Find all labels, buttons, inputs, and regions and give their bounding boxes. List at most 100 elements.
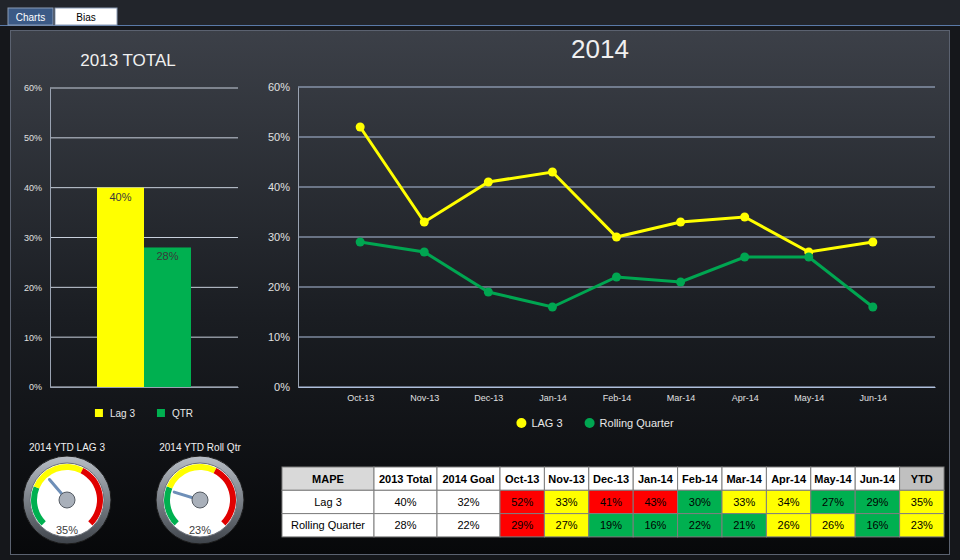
table-cell (633, 514, 677, 537)
table-cell-text: 26% (778, 519, 800, 531)
legend: LAG 3 Rolling Quarter (516, 417, 674, 429)
tab[interactable]: Charts (8, 8, 53, 25)
panel (11, 31, 950, 555)
table-cell-text: 34% (778, 496, 800, 508)
table-header-text: Nov-13 (548, 473, 585, 485)
x-tick: Apr-14 (732, 387, 759, 403)
table-cell-text: 19% (600, 519, 622, 531)
gauge-title: 2014 YTD LAG 3 (29, 442, 105, 453)
point (676, 218, 685, 227)
y-tick: 10% (24, 333, 50, 343)
x-axis-line (51, 387, 239, 388)
table-cell (811, 490, 855, 513)
page-background (0, 0, 960, 560)
table-cell (811, 467, 855, 490)
grid-line (298, 137, 935, 138)
plot-area (97, 188, 191, 387)
table-cell-text: 52% (511, 496, 533, 508)
grid-line (298, 287, 935, 288)
y-tick: 60% (24, 83, 50, 93)
table-cell (589, 467, 633, 490)
table-cell (900, 514, 944, 537)
point (356, 123, 365, 132)
table-cell (678, 467, 722, 490)
table-cell-text: 35% (911, 496, 933, 508)
point (420, 218, 429, 227)
grid-line (298, 387, 935, 388)
table-cell (500, 514, 544, 537)
table-cell-text: 23% (911, 519, 933, 531)
table-cell-text: 32% (457, 496, 479, 508)
point (548, 303, 557, 312)
tab-background[interactable] (55, 8, 117, 25)
table-header-text: Apr-14 (771, 473, 807, 485)
gauge-value-label: 35% (56, 524, 78, 536)
y-tick-label: 60% (268, 81, 290, 93)
legend-item: Rolling Quarter (585, 417, 674, 429)
table-header-text: Jan-14 (638, 473, 674, 485)
legend-item: QTR (157, 408, 193, 419)
x-tick: Jan-14 (539, 387, 567, 403)
x-tick-label: Nov-13 (410, 393, 439, 403)
gauge: 23% (156, 456, 244, 544)
legend-label: QTR (172, 408, 193, 419)
bar (144, 247, 191, 387)
grid-line (50, 137, 238, 138)
tab-bar-line (0, 25, 960, 26)
table-cell-text: 43% (644, 496, 666, 508)
table-cell (633, 467, 677, 490)
table-cell (544, 514, 588, 537)
y-tick: 10% (268, 331, 298, 343)
point (804, 253, 813, 262)
point (548, 168, 557, 177)
tab-background[interactable] (8, 8, 53, 25)
legend-label: Rolling Quarter (600, 417, 674, 429)
legend-label: LAG 3 (531, 417, 562, 429)
table-cell (282, 514, 374, 537)
y-tick-label: 40% (24, 183, 42, 193)
grid-line (298, 87, 935, 88)
table-cell (678, 514, 722, 537)
table-cell-text: 41% (600, 496, 622, 508)
x-tick-label: May-14 (794, 393, 824, 403)
x-tick: Nov-13 (410, 387, 439, 403)
table-cell-text: 16% (644, 519, 666, 531)
table-cell (722, 467, 766, 490)
table-cell-text: 22% (689, 519, 711, 531)
table-cell (766, 514, 810, 537)
point (420, 248, 429, 257)
table-cell (855, 514, 899, 537)
dashboard: ChartsBias2013 TOTAL0%10%20%30%40%50%60%… (0, 0, 960, 560)
gauge-band (214, 468, 236, 526)
gauge-rim (156, 456, 244, 544)
gauge-rim (23, 456, 111, 544)
y-tick-label: 30% (24, 233, 42, 243)
y-tick: 20% (24, 283, 50, 293)
table-cell (544, 467, 588, 490)
legend-item: LAG 3 (516, 417, 562, 429)
point (676, 278, 685, 287)
y-tick-label: 60% (24, 83, 42, 93)
y-axis-line (50, 89, 51, 388)
series-line (360, 242, 873, 307)
y-axis: 0%10%20%30%40%50%60% (268, 81, 299, 393)
tab[interactable]: Bias (55, 8, 117, 25)
y-axis-line (298, 88, 299, 388)
x-axis-line (299, 387, 936, 388)
y-axis: 0%10%20%30%40%50%60% (24, 83, 51, 392)
tab-label[interactable]: Bias (76, 12, 95, 23)
tab-label[interactable]: Charts (16, 12, 45, 23)
data-labels: 40%28% (109, 191, 178, 263)
point (868, 303, 877, 312)
bar (97, 188, 144, 387)
table-cell (722, 514, 766, 537)
y-tick: 50% (24, 133, 50, 143)
table-header-text: Jun-14 (860, 473, 896, 485)
table: MAPE2013 Total2014 GoalOct-13Nov-13Dec-1… (282, 467, 944, 537)
y-tick-label: 20% (268, 281, 290, 293)
y-tick-label: 10% (268, 331, 290, 343)
legend-symbol (516, 418, 526, 428)
point (356, 238, 365, 247)
y-tick: 0% (274, 381, 298, 393)
legend-item: Lag 3 (95, 408, 135, 419)
